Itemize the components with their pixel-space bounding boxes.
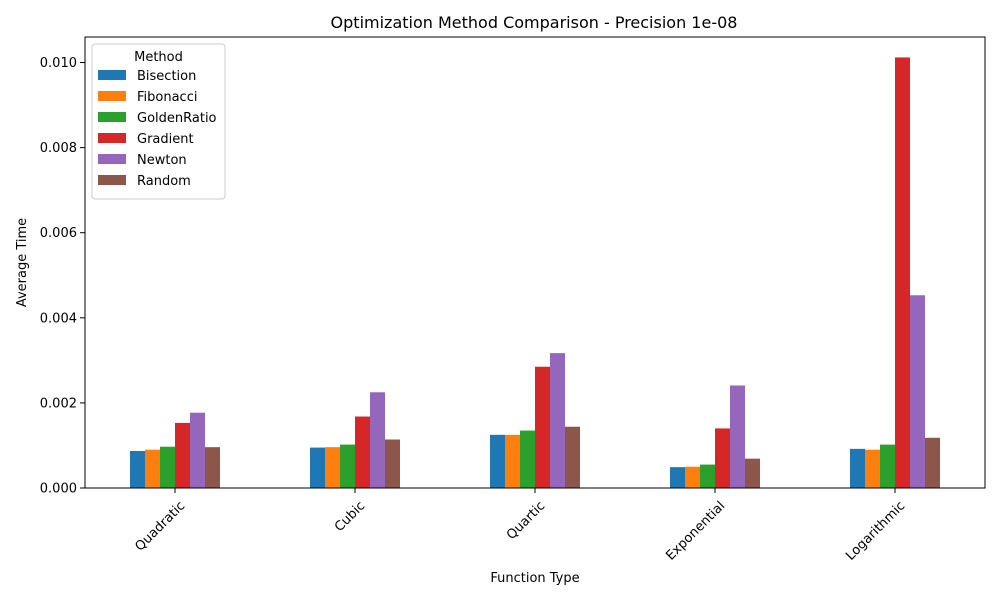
- legend-swatch-bisection: [98, 70, 126, 80]
- bar-gradient-exponential: [715, 428, 730, 488]
- bar-random-logarithmic: [925, 437, 940, 488]
- bar-goldenratio-logarithmic: [880, 444, 895, 488]
- bar-newton-quartic: [550, 353, 565, 488]
- legend-swatch-gradient: [98, 133, 126, 143]
- bar-goldenratio-quartic: [520, 430, 535, 488]
- bar-bisection-exponential: [670, 467, 685, 488]
- x-tick-label: Exponential: [663, 499, 728, 564]
- x-tick-label: Quadratic: [133, 499, 189, 555]
- x-tick-label: Quartic: [504, 499, 548, 543]
- bar-fibonacci-quartic: [505, 434, 520, 488]
- legend-label-fibonacci: Fibonacci: [137, 90, 197, 105]
- bar-random-cubic: [385, 439, 400, 488]
- y-tick-label: 0.004: [40, 311, 77, 326]
- legend-label-bisection: Bisection: [137, 69, 196, 84]
- bar-random-exponential: [745, 458, 760, 488]
- legend-swatch-newton: [98, 154, 126, 164]
- bar-random-quadratic: [205, 447, 220, 488]
- bar-fibonacci-logarithmic: [865, 449, 880, 488]
- legend: Method Bisection Fibonacci GoldenRatio Gradi…: [91, 43, 226, 200]
- y-tick-label: 0.000: [40, 482, 77, 497]
- legend-label-goldenratio: GoldenRatio: [137, 111, 217, 126]
- bar-random-quartic: [565, 426, 580, 488]
- bar-bisection-logarithmic: [850, 448, 865, 488]
- y-tick-label: 0.008: [40, 141, 77, 156]
- x-axis-label: Function Type: [490, 571, 579, 586]
- bar-fibonacci-quadratic: [145, 449, 160, 488]
- bar-gradient-quartic: [535, 366, 550, 488]
- chart-title: Optimization Method Comparison - Precisi…: [331, 13, 738, 32]
- y-tick-label: 0.006: [40, 226, 77, 241]
- x-axis-ticks: Quadratic Cubic Quartic Exponential Logarith…: [133, 488, 908, 564]
- bar-goldenratio-exponential: [700, 464, 715, 488]
- bar-goldenratio-cubic: [340, 444, 355, 488]
- y-tick-label: 0.002: [40, 396, 77, 411]
- bars-group: [130, 57, 940, 489]
- y-axis-ticks: 0.000 0.002 0.004 0.006 0.008 0.010: [40, 56, 85, 497]
- bar-bisection-quadratic: [130, 450, 145, 488]
- bar-gradient-quadratic: [175, 422, 190, 488]
- bar-gradient-cubic: [355, 416, 370, 488]
- y-axis-label: Average Time: [15, 218, 30, 307]
- legend-swatch-random: [98, 175, 126, 185]
- legend-swatch-goldenratio: [98, 112, 126, 122]
- bar-bisection-cubic: [310, 447, 325, 488]
- legend-label-newton: Newton: [137, 153, 187, 168]
- bar-bisection-quartic: [490, 434, 505, 488]
- y-tick-label: 0.010: [40, 56, 77, 71]
- legend-label-gradient: Gradient: [137, 132, 194, 147]
- legend-swatch-fibonacci: [98, 91, 126, 101]
- bar-newton-logarithmic: [910, 295, 925, 488]
- x-tick-label: Logarithmic: [843, 499, 908, 564]
- bar-fibonacci-cubic: [325, 447, 340, 488]
- bar-fibonacci-exponential: [685, 466, 700, 488]
- plot-frame: [84, 36, 986, 489]
- bar-newton-quadratic: [190, 412, 205, 488]
- x-tick-label: Cubic: [332, 499, 368, 535]
- legend-title: Method: [134, 50, 183, 65]
- bar-newton-exponential: [730, 385, 745, 488]
- bar-gradient-logarithmic: [895, 57, 910, 489]
- bar-goldenratio-quadratic: [160, 446, 175, 488]
- legend-label-random: Random: [137, 174, 191, 189]
- bar-newton-cubic: [370, 392, 385, 488]
